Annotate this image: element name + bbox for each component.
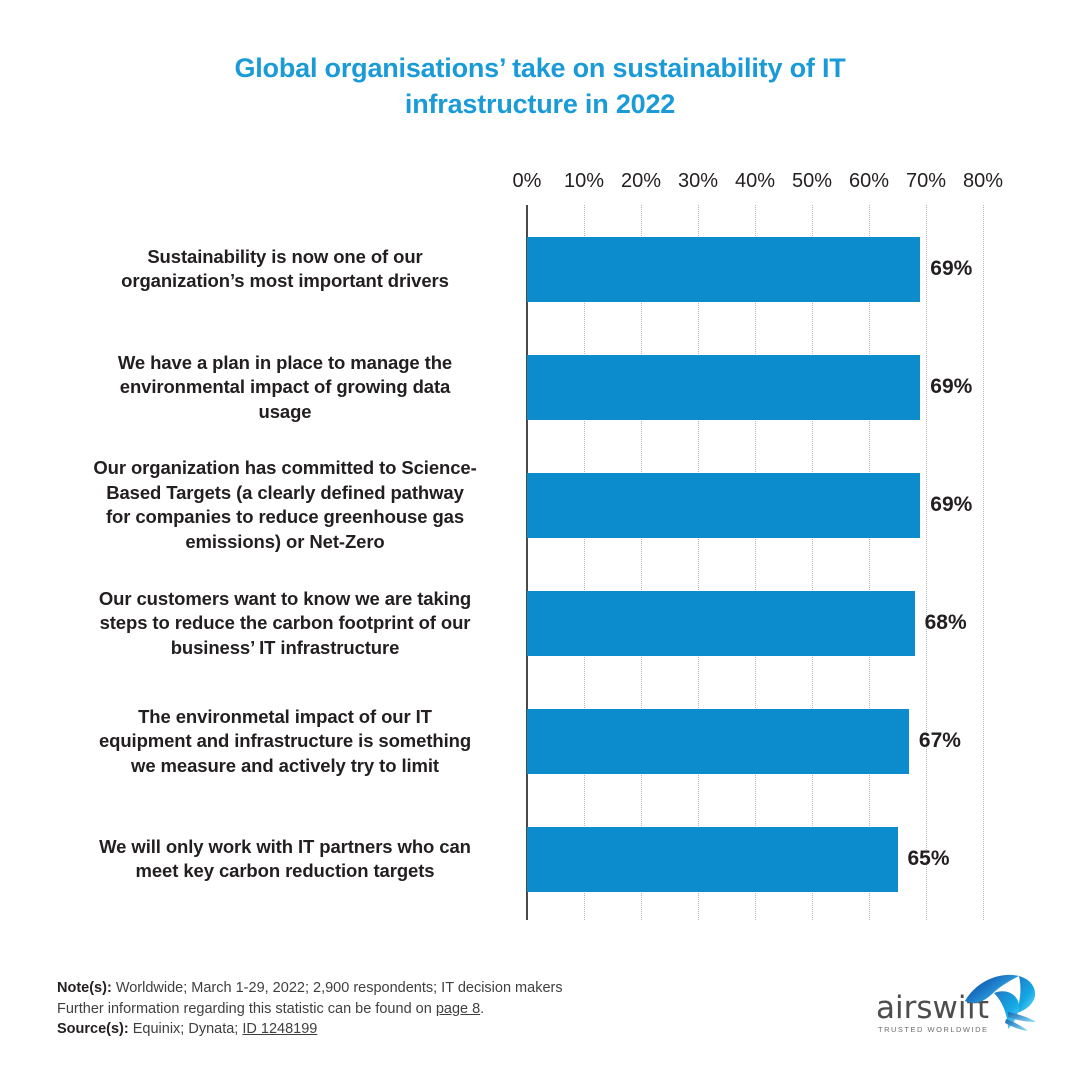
category-label: Sustainability is now one of our organiza… xyxy=(55,245,515,294)
y-axis-line xyxy=(526,205,528,920)
category-label-line: Our customers want to know we are taking xyxy=(98,587,472,609)
category-label-line: business’ IT infrastructure xyxy=(170,636,400,658)
category-label: Our organization has committed to Scienc… xyxy=(55,456,515,554)
category-label: We have a plan in place to manage the env… xyxy=(55,351,515,425)
category-label-line: The environmetal impact of our IT xyxy=(138,705,432,727)
footer-further-info-line: Further information regarding this stati… xyxy=(57,999,757,1020)
x-tick-label: 0% xyxy=(512,170,542,192)
x-tick-label: 10% xyxy=(563,170,605,192)
bar xyxy=(527,473,921,538)
bar xyxy=(527,709,909,774)
category-label-line: emissions) or Net-Zero xyxy=(185,531,385,553)
bar-value-label: 69% xyxy=(930,374,973,398)
page-title-line-1: Global organisations’ take on sustainabi… xyxy=(234,53,846,83)
notes-label: Note(s): xyxy=(57,980,112,996)
footer-source-line: Source(s): Equinix; Dynata; ID 1248199 xyxy=(57,1019,757,1040)
category-label-line: equipment and infrastructure is somethin… xyxy=(98,730,472,752)
gridline xyxy=(869,205,870,920)
category-label-line: we measure and actively try to limit xyxy=(131,754,439,776)
source-label: Source(s): xyxy=(57,1021,129,1038)
bar-value-label: 68% xyxy=(924,610,967,634)
category-label: Our customers want to know we are taking… xyxy=(55,587,515,661)
category-label: The environmetal impact of our IT equipme… xyxy=(55,705,515,779)
category-label-line: Sustainability is now one of our xyxy=(147,245,423,267)
further-info-suffix: . xyxy=(480,1000,485,1017)
page-8-link[interactable]: page 8 xyxy=(435,1000,481,1017)
footer-note-line: Note(s): Worldwide; March 1-29, 2022; 2,… xyxy=(57,978,757,999)
notes-text: Worldwide; March 1-29, 2022; 2,900 respo… xyxy=(115,980,563,996)
category-label-line: Our organization has committed to Scienc… xyxy=(93,457,477,479)
swift-bird-icon xyxy=(965,974,1036,1031)
chart-plot-area: 69% 69% 69% 68% 67% 65% xyxy=(526,205,984,920)
category-label-line: meet key carbon reduction targets xyxy=(135,860,435,882)
bar-value-label: 69% xyxy=(930,256,973,280)
x-tick-label: 60% xyxy=(848,170,890,192)
category-label-line: We have a plan in place to manage the xyxy=(117,351,453,373)
x-tick-label: 20% xyxy=(620,170,662,192)
statistic-id-link[interactable]: ID 1248199 xyxy=(242,1021,318,1038)
gridline xyxy=(983,205,984,920)
bar-value-label: 67% xyxy=(918,728,961,752)
bar xyxy=(527,827,898,892)
category-label-line: for companies to reduce greenhouse gas xyxy=(105,506,465,528)
airswift-logo: airswift TRUSTED WORLDWIDE xyxy=(876,974,1036,1044)
x-tick-label: 70% xyxy=(905,170,947,192)
x-tick-label: 50% xyxy=(791,170,833,192)
bar xyxy=(527,237,921,302)
category-label-line: environmental impact of growing data xyxy=(119,376,451,398)
further-info-text: Further information regarding this stati… xyxy=(57,1000,436,1017)
gridline xyxy=(641,205,642,920)
bar xyxy=(527,591,915,656)
bar xyxy=(527,355,921,420)
page-title: Global organisations’ take on sustainabi… xyxy=(140,50,940,123)
gridline xyxy=(584,205,585,920)
x-tick-label: 40% xyxy=(734,170,776,192)
bar-value-label: 69% xyxy=(930,492,973,516)
gridline xyxy=(812,205,813,920)
x-tick-label: 30% xyxy=(677,170,719,192)
category-label-line: organization’s most important drivers xyxy=(121,270,449,292)
category-label-line: Based Targets (a clearly defined pathway xyxy=(106,481,464,503)
footer-notes: Note(s): Worldwide; March 1-29, 2022; 2,… xyxy=(57,978,757,1040)
bar-value-label: 65% xyxy=(907,846,950,870)
x-tick-label: 80% xyxy=(962,170,1004,192)
page-title-line-2: infrastructure in 2022 xyxy=(404,89,676,120)
gridline xyxy=(755,205,756,920)
source-text: Equinix; Dynata; xyxy=(132,1021,243,1038)
category-label-line: usage xyxy=(258,400,312,422)
gridline xyxy=(926,205,927,920)
category-label-line: steps to reduce the carbon footprint of … xyxy=(99,612,471,634)
gridline xyxy=(698,205,699,920)
category-label: We will only work with IT partners who c… xyxy=(55,835,515,884)
x-axis-tick-labels: 0% 10% 20% 30% 40% 50% 60% 70% 80% xyxy=(513,170,1003,196)
category-label-line: We will only work with IT partners who c… xyxy=(99,835,471,857)
logo-tagline: TRUSTED WORLDWIDE xyxy=(878,1025,989,1034)
